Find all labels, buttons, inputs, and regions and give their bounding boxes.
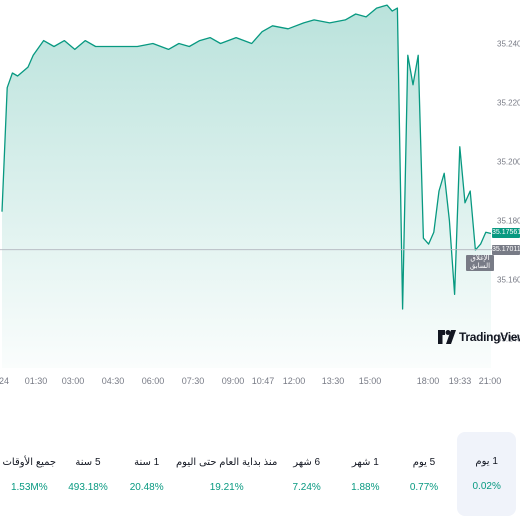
y-tick-label: 35.16000 — [497, 276, 520, 285]
x-tick-label: 06:00 — [142, 376, 165, 386]
period-change-value: 7.24% — [292, 482, 321, 493]
period-option[interactable]: 5 يوم 0.77% — [395, 432, 454, 518]
period-label: 1 يوم — [475, 456, 498, 467]
period-option[interactable]: 6 شهر 7.24% — [277, 432, 336, 518]
period-change-value: 1.53M% — [10, 482, 48, 493]
x-tick-label: 24 — [0, 376, 9, 386]
period-option[interactable]: منذ بداية العام حتى اليوم 19.21% — [176, 432, 277, 518]
period-option[interactable]: جميع الأوقات 1.53M% — [0, 432, 59, 518]
x-tick-label: 10:47 — [252, 376, 275, 386]
y-tick-label: 35.22000 — [497, 99, 520, 108]
previous-close-value-badge: 35.17011 — [492, 244, 520, 255]
x-tick-label: 19:33 — [449, 376, 472, 386]
y-tick-label: 35.24000 — [497, 40, 520, 49]
current-price-badge: 35.17561 — [492, 228, 520, 239]
x-tick-label: 07:30 — [182, 376, 205, 386]
period-label: 6 شهر — [293, 457, 321, 468]
period-change-value: 493.18% — [68, 482, 108, 493]
period-option[interactable]: 1 يوم 0.02% — [457, 432, 516, 516]
period-option[interactable]: 5 سنة 493.18% — [59, 432, 118, 518]
period-change-value: 1.88% — [351, 482, 380, 493]
x-tick-label: 09:00 — [222, 376, 245, 386]
tradingview-watermark: TradingView — [438, 330, 520, 344]
y-tick-label: 35.14000 — [497, 335, 520, 344]
period-label: 1 شهر — [351, 457, 379, 468]
period-label: 5 يوم — [412, 457, 436, 468]
x-tick-label: 13:30 — [322, 376, 345, 386]
period-change-value: 19.21% — [209, 482, 244, 493]
price-chart-svg[interactable]: 35.24000 35.22000 35.20000 35.18000 35.16000… — [0, 0, 520, 400]
tradingview-wordmark: TradingView — [459, 330, 520, 344]
period-change-value: 0.02% — [472, 481, 501, 492]
period-change-value: 0.77% — [409, 482, 439, 493]
price-line — [1, 4, 492, 310]
tradingview-logo-icon — [438, 330, 456, 344]
x-tick-label: 03:00 — [62, 376, 85, 386]
x-tick-label: 18:00 — [417, 376, 440, 386]
y-tick-label: 35.20000 — [497, 158, 520, 167]
x-tick-label: 01:30 — [25, 376, 48, 386]
period-label: 5 سنة — [75, 457, 101, 468]
period-option[interactable]: 1 سنة 20.48% — [117, 432, 176, 518]
x-tick-label: 15:00 — [359, 376, 382, 386]
period-change-value: 20.48% — [129, 482, 164, 493]
y-tick-label: 35.18000 — [497, 217, 520, 226]
period-option[interactable]: 1 شهر 1.88% — [336, 432, 395, 518]
x-tick-label: 04:30 — [102, 376, 125, 386]
previous-close-label: الإغلاق السابق — [466, 255, 494, 271]
period-label: 1 سنة — [134, 457, 160, 468]
period-label: جميع الأوقات — [2, 457, 57, 468]
x-tick-label: 21:00 — [479, 376, 502, 386]
x-tick-label: 12:00 — [283, 376, 306, 386]
price-area-fill — [2, 5, 491, 368]
period-label: منذ بداية العام حتى اليوم — [175, 457, 278, 468]
price-chart[interactable]: 35.24000 35.22000 35.20000 35.18000 35.16000… — [0, 0, 520, 400]
period-selector: 1 يوم 0.02% 5 يوم 0.77% 1 شهر 1.88% 6 شهر 7.24%… — [0, 432, 520, 518]
